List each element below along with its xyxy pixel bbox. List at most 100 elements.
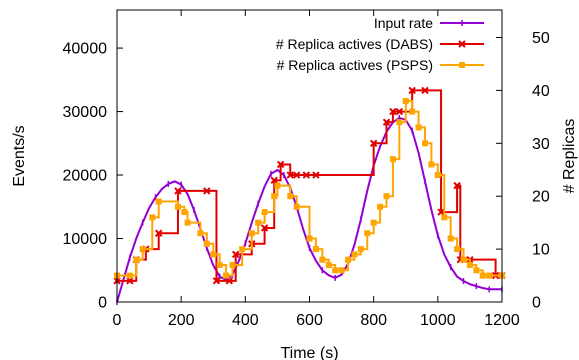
x-axis-title: Time (s) <box>280 345 338 360</box>
right-y-tick-label: 0 <box>532 295 541 312</box>
psps-marker <box>377 203 384 210</box>
left-y-tick-label: 0 <box>98 295 107 312</box>
psps-marker <box>486 272 493 279</box>
psps-marker <box>473 267 480 274</box>
psps-marker <box>434 172 441 179</box>
right-axis-ticks: 0 10 20 30 40 50 <box>496 30 550 312</box>
dabs-marker <box>203 187 211 195</box>
psps-marker <box>174 203 181 210</box>
psps-marker <box>274 182 281 189</box>
psps-marker <box>383 193 390 200</box>
psps-marker <box>133 256 140 263</box>
psps-marker <box>203 240 210 247</box>
series-psps <box>114 97 505 279</box>
left-y-tick-label: 30000 <box>63 104 108 121</box>
psps-marker <box>306 235 313 242</box>
right-y-tick-label: 30 <box>532 136 550 153</box>
psps-marker <box>271 193 278 200</box>
dabs-marker <box>408 86 416 95</box>
right-y-axis-title: # Replicas <box>561 119 578 194</box>
x-tick-label: 600 <box>296 312 323 329</box>
right-y-tick-label: 20 <box>532 189 550 206</box>
dabs-marker <box>437 208 445 216</box>
x-tick-label: 200 <box>168 312 195 329</box>
psps-marker <box>229 261 236 268</box>
legend-label-input_rate: Input rate <box>374 15 433 31</box>
dabs-marker <box>312 171 320 179</box>
dabs-marker <box>389 107 397 116</box>
legend-label-psps: # Replica actives (PSPS) <box>277 57 433 73</box>
dabs-marker <box>369 139 378 148</box>
dabs-marker <box>395 107 404 116</box>
psps-marker <box>181 209 188 216</box>
psps-marker <box>197 230 204 237</box>
dabs-marker <box>260 224 269 232</box>
left-y-tick-label: 10000 <box>63 231 108 248</box>
axes-layer <box>116 9 503 303</box>
dabs-marker <box>382 118 391 126</box>
dabs-marker <box>126 277 134 285</box>
psps-marker <box>357 246 364 253</box>
psps-marker <box>364 230 371 237</box>
dabs-marker <box>212 277 221 285</box>
psps-marker <box>396 119 403 126</box>
left-y-tick-label: 20000 <box>63 168 108 185</box>
psps-marker <box>223 272 230 279</box>
dabs-marker <box>276 160 285 169</box>
dabs-marker <box>421 86 429 95</box>
left-axis-ticks: 0 10000 20000 30000 40000 <box>63 41 123 312</box>
psps-marker <box>428 161 435 168</box>
dabs-marker <box>225 277 233 285</box>
right-y-tick-label: 40 <box>532 83 550 100</box>
psps-marker <box>126 272 133 279</box>
psps-marker <box>370 219 377 226</box>
psps-marker <box>415 124 422 131</box>
x-tick-label: 1200 <box>484 312 520 329</box>
psps-marker <box>409 108 416 115</box>
psps-marker <box>466 261 473 268</box>
psps-marker <box>239 246 246 253</box>
psps-marker <box>389 156 396 163</box>
dabs-marker <box>155 229 163 237</box>
x-tick-label: 1000 <box>420 312 456 329</box>
legend-label-dabs: # Replica actives (DABS) <box>276 36 433 52</box>
left-y-axis-title: Events/s <box>11 125 28 186</box>
x-tick-label: 0 <box>113 312 122 329</box>
psps-marker <box>332 267 339 274</box>
dabs-marker <box>292 171 301 179</box>
psps-marker <box>454 246 461 253</box>
psps-marker <box>447 235 454 242</box>
plot-frame <box>116 9 503 303</box>
left-y-tick-label: 40000 <box>63 41 108 58</box>
dabs-marker <box>453 181 461 190</box>
psps-marker <box>345 256 351 263</box>
psps-marker <box>351 251 358 258</box>
x-axis-ticks: 0 200 400 600 800 1000 1200 <box>113 10 520 329</box>
dabs-marker <box>286 171 294 179</box>
psps-marker <box>460 256 467 263</box>
psps-marker <box>312 246 319 253</box>
psps-marker <box>325 261 332 268</box>
psps-marker <box>338 267 345 274</box>
psps-marker <box>155 198 162 205</box>
psps-marker <box>184 219 191 226</box>
psps-marker <box>139 246 146 253</box>
dabs-marker <box>302 171 310 179</box>
dabs-marker <box>458 40 466 48</box>
dabs-marker <box>270 176 278 185</box>
dabs-marker <box>174 187 182 195</box>
psps-marker <box>261 209 268 216</box>
series-layer <box>113 86 506 305</box>
x-tick-label: 800 <box>360 312 387 329</box>
psps-marker <box>402 97 409 104</box>
psps-marker <box>479 272 486 279</box>
dabs-marker <box>232 250 240 259</box>
series-dabs <box>113 86 506 285</box>
psps-marker <box>319 256 326 263</box>
psps-marker <box>149 214 156 221</box>
right-y-tick-label: 10 <box>532 242 550 259</box>
psps-marker <box>422 140 428 147</box>
legend: Input rate # Replica actives (DABS) # Repl… <box>276 15 484 73</box>
psps-marker <box>248 230 255 237</box>
